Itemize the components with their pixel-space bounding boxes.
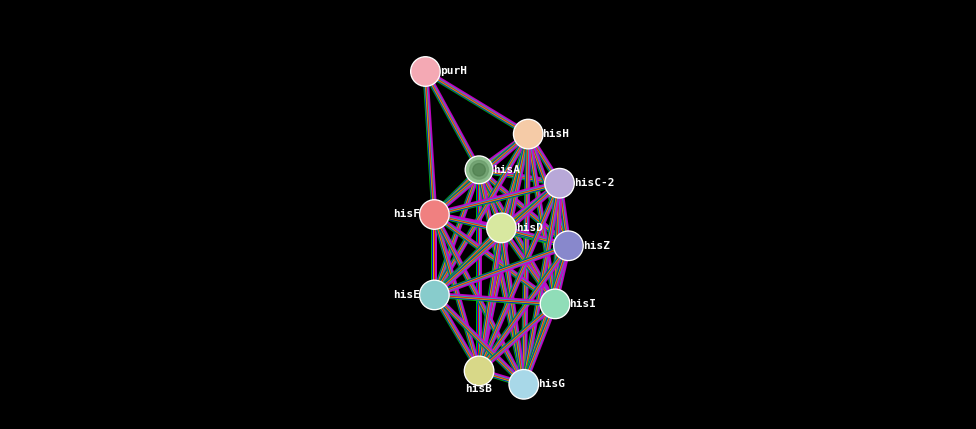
Circle shape <box>555 233 582 259</box>
Text: hisD: hisD <box>515 223 543 233</box>
Text: hisZ: hisZ <box>583 241 610 251</box>
Text: purH: purH <box>440 66 468 76</box>
Circle shape <box>510 371 537 398</box>
Circle shape <box>412 58 439 85</box>
Circle shape <box>513 119 543 149</box>
Text: hisE: hisE <box>393 290 420 300</box>
Circle shape <box>466 156 493 184</box>
Circle shape <box>545 169 574 198</box>
Text: hisH: hisH <box>543 129 570 139</box>
Circle shape <box>467 157 492 182</box>
Circle shape <box>421 281 448 308</box>
Circle shape <box>411 57 440 86</box>
Text: hisC-2: hisC-2 <box>574 178 614 188</box>
Circle shape <box>509 369 539 399</box>
Circle shape <box>420 200 449 229</box>
Circle shape <box>487 213 516 243</box>
Circle shape <box>465 356 494 386</box>
Circle shape <box>553 231 584 260</box>
Text: hisI: hisI <box>569 299 596 309</box>
Circle shape <box>514 121 542 148</box>
Circle shape <box>421 201 448 228</box>
Circle shape <box>469 160 488 179</box>
Text: hisG: hisG <box>538 379 565 389</box>
Circle shape <box>547 170 573 196</box>
Circle shape <box>541 289 570 319</box>
Circle shape <box>466 357 493 384</box>
Text: hisF: hisF <box>393 209 420 220</box>
Circle shape <box>420 280 449 310</box>
Circle shape <box>488 214 514 241</box>
Text: hisB: hisB <box>466 384 493 394</box>
Circle shape <box>472 163 485 176</box>
Text: hisA: hisA <box>493 165 520 175</box>
Circle shape <box>542 290 568 317</box>
